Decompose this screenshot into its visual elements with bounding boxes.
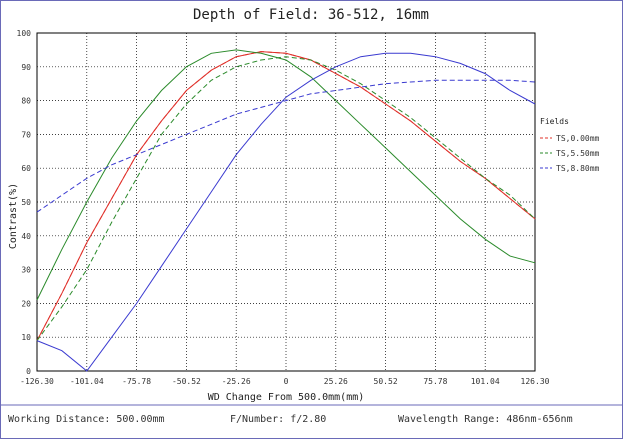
y-tick-label: 20	[21, 299, 31, 308]
y-tick-label: 40	[21, 232, 31, 241]
y-tick-label: 60	[21, 164, 31, 173]
y-tick-label: 10	[21, 333, 31, 342]
legend-entry: TS,0.00mm	[556, 134, 600, 143]
x-tick-label: -126.30	[20, 377, 54, 386]
x-tick-label: -75.78	[122, 377, 151, 386]
y-tick-label: 0	[26, 367, 31, 376]
chart-title: Depth of Field: 36-512, 16mm	[193, 7, 429, 23]
f-number-text: F/Number: f/2.80	[230, 414, 326, 425]
legend-title: Fields	[540, 117, 569, 126]
grid-lines	[37, 33, 535, 371]
x-tick-label: 101.04	[471, 377, 500, 386]
x-tick-label: 50.52	[374, 377, 398, 386]
series-line-tangential-2	[36, 49, 536, 301]
x-tick-label: -25.26	[222, 377, 251, 386]
series-line-tangential-4	[36, 52, 536, 372]
y-tick-label: 70	[21, 130, 31, 139]
series-line-sagittal-5	[36, 79, 536, 213]
y-tick-label: 50	[21, 198, 31, 207]
footer: Working Distance: 500.00mm F/Number: f/2…	[8, 414, 573, 425]
x-tick-label: -101.04	[70, 377, 104, 386]
legend-entry: TS,5.50mm	[556, 149, 600, 158]
x-tick-label: 0	[284, 377, 289, 386]
x-tick-label: 25.26	[324, 377, 348, 386]
x-tick-labels: -126.30 -101.04 -75.78 -50.52 -25.26 0 25.26 50…	[20, 377, 549, 386]
y-tick-label: 100	[17, 29, 32, 38]
y-tick-label: 90	[21, 63, 31, 72]
x-axis-label: WD Change From 500.0mm(mm)	[208, 392, 365, 403]
x-tick-label: -50.52	[172, 377, 201, 386]
plot-area: -126.30 -101.04 -75.78 -50.52 -25.26 0 25.26 50…	[17, 29, 550, 386]
wavelength-range-text: Wavelength Range: 486nm-656nm	[398, 414, 573, 425]
x-tick-label: 126.30	[521, 377, 550, 386]
y-tick-labels: 0 10 20 30 40 50 60 70 80 90 100	[17, 29, 32, 376]
legend: Fields TS,0.00mm TS,5.50mm TS,8.80mm	[540, 117, 600, 173]
x-tick-label: 75.78	[423, 377, 447, 386]
legend-entry: TS,8.80mm	[556, 164, 600, 173]
y-axis-label: Contrast(%)	[8, 183, 19, 249]
series-lines	[36, 49, 536, 372]
series-line-sagittal-1	[36, 51, 536, 341]
working-distance-text: Working Distance: 500.00mm	[8, 414, 165, 425]
series-line-sagittal-3	[36, 56, 536, 341]
y-tick-label: 80	[21, 97, 31, 106]
y-tick-label: 30	[21, 266, 31, 275]
